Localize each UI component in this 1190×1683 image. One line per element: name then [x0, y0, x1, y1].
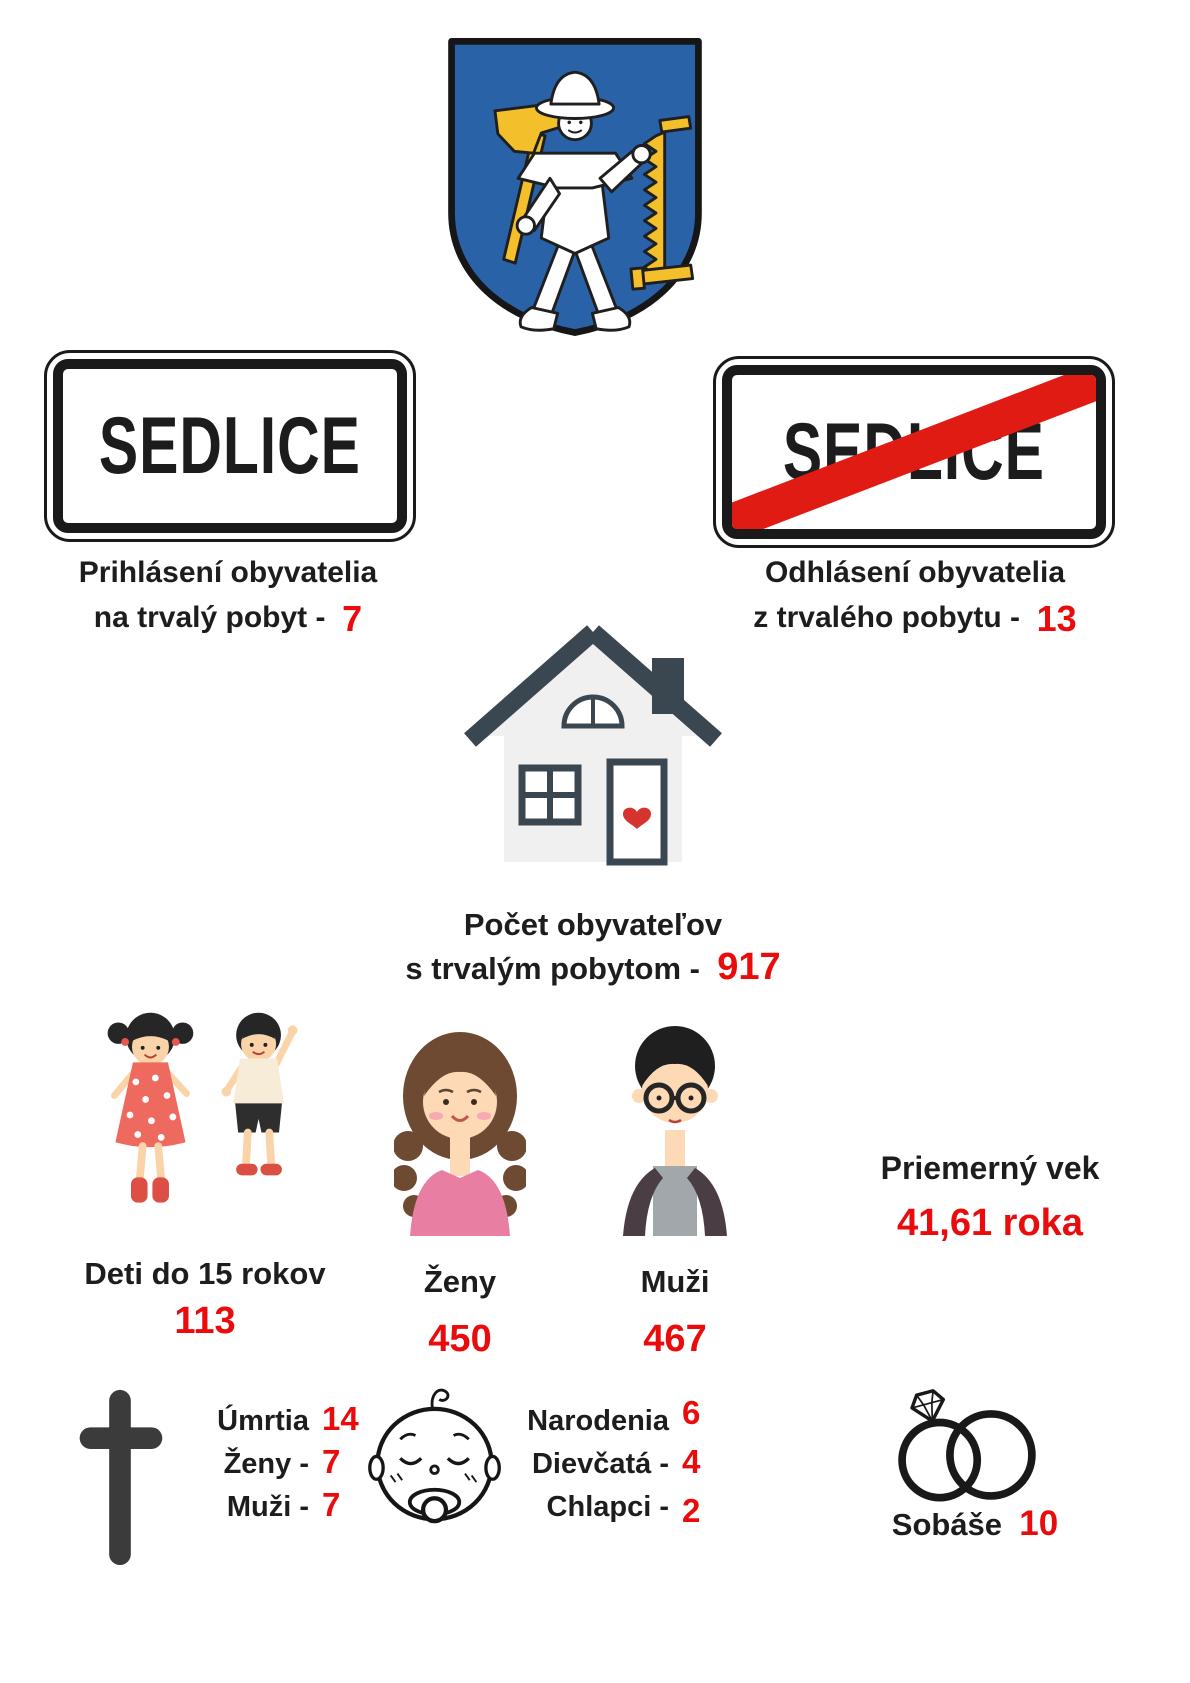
exit-caption-line1: Odhlásení obyvatelia [764, 556, 1066, 589]
deaths-value: 7 [322, 1443, 341, 1480]
sedlice-coat-of-arms-icon [448, 37, 702, 336]
average-age-label: Priemerný vek [880, 1150, 1100, 1186]
entry-caption-line2: na trvalý pobyt - 7 [93, 598, 363, 639]
deaths-block: Úmrtia 14 Ženy - 7 Muži - 7 [160, 1400, 370, 1529]
births-block: Narodenia 6 Dievčatá - 4 Chlapci - 2 [500, 1394, 730, 1529]
entry-caption-line1: Prihlásení obyvatelia [78, 556, 378, 589]
children-value: 113 [174, 1300, 236, 1342]
deaths-label: Úmrtia [217, 1405, 309, 1437]
births-label: Dievčatá - [531, 1448, 669, 1480]
deaths-row: Muži - 7 [160, 1486, 370, 1529]
wedding-rings-icon [898, 1389, 1036, 1502]
woman-icon [394, 1032, 526, 1236]
births-row: Narodenia 6 [500, 1394, 730, 1443]
population-value: 917 [717, 946, 781, 988]
marriages-label: Sobáše [891, 1507, 1003, 1542]
women-label: Ženy [423, 1264, 497, 1299]
exit-caption: Odhlásení obyvatelia z trvalého pobytu -… [700, 552, 1130, 639]
births-label: Narodenia [527, 1405, 669, 1437]
house-icon [464, 625, 722, 866]
entry-sign-title: SEDLICE [99, 401, 361, 491]
deaths-label: Muži - [226, 1491, 309, 1523]
children-block: Deti do 15 rokov 113 [45, 1256, 365, 1343]
average-age-value: 41,61 roka [897, 1202, 1083, 1244]
children-icon [107, 1012, 298, 1203]
women-value: 450 [428, 1318, 492, 1360]
deaths-label: Ženy - [223, 1448, 309, 1480]
deaths-value: 7 [322, 1486, 341, 1523]
deaths-row: Úmrtia 14 [160, 1400, 370, 1443]
exit-caption-line2: z trvalého pobytu - 13 [753, 598, 1077, 639]
entry-caption: Prihlásení obyvatelia na trvalý pobyt - … [23, 552, 433, 639]
baby-icon [368, 1388, 501, 1524]
births-row: Dievčatá - 4 [500, 1443, 730, 1486]
deaths-value: 14 [322, 1400, 359, 1437]
entry-value: 7 [342, 598, 363, 639]
marriages-value: 10 [1019, 1504, 1059, 1543]
population-caption: Počet obyvateľov s trvalým pobytom - 917 [393, 904, 793, 990]
men-value: 467 [643, 1318, 707, 1360]
town-entry-sign: SEDLICE [44, 350, 416, 542]
population-line2: s trvalým pobytom - 917 [405, 946, 781, 988]
marriages-line: Sobáše 10 [845, 1504, 1105, 1544]
town-exit-sign: SEDLICE [713, 356, 1115, 548]
births-value: 2 [682, 1492, 701, 1529]
cross-icon [79, 1389, 163, 1566]
men-label: Muži [640, 1264, 710, 1299]
deaths-row: Ženy - 7 [160, 1443, 370, 1486]
population-line1: Počet obyvateľov [463, 907, 723, 942]
births-value: 6 [682, 1394, 701, 1431]
births-label: Chlapci - [546, 1491, 669, 1523]
children-label: Deti do 15 rokov [84, 1256, 326, 1291]
births-row: Chlapci - 2 [500, 1486, 730, 1529]
births-value: 4 [682, 1443, 701, 1480]
exit-sign-stripe [732, 375, 1096, 529]
man-icon [623, 1026, 727, 1236]
exit-value: 13 [1036, 598, 1077, 639]
